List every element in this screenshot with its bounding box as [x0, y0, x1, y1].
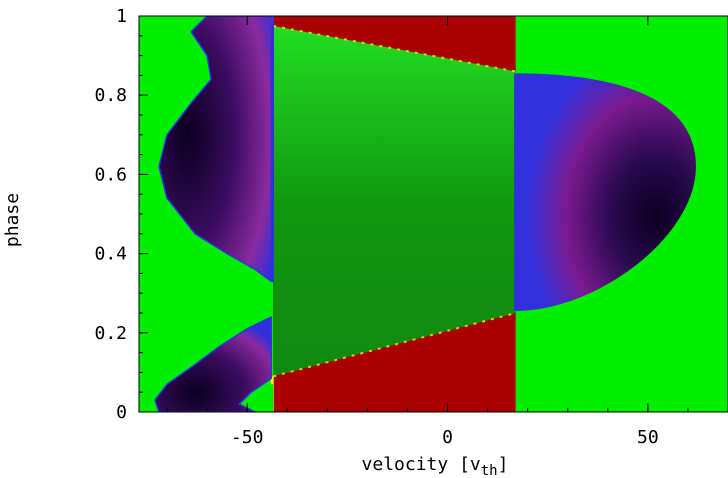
x-tick-label: 50 [637, 427, 659, 448]
x-tick-label: -50 [231, 427, 264, 448]
lower-boundary-line [272, 312, 516, 378]
plot-area [139, 16, 728, 412]
y-tick-label: 1 [116, 6, 127, 27]
bottom-green-sliver [255, 384, 274, 412]
y-tick-label: 0.4 [94, 244, 127, 265]
y-axis-label: phase [2, 193, 23, 247]
y-tick-label: 0.8 [94, 85, 127, 106]
x-axis-label-subscript: th [481, 463, 498, 478]
x-axis-label-close: ] [498, 454, 509, 475]
axes: -50 0 50 0 0.2 0.4 0.6 0.8 1 [94, 6, 728, 448]
right-lobe [515, 73, 696, 312]
y-tick-label: 0.6 [94, 164, 127, 185]
left-lower-lobe [154, 316, 272, 412]
y-tick-label: 0 [116, 402, 127, 423]
y-tick-label: 0.2 [94, 323, 127, 344]
x-tick-label: 0 [442, 427, 453, 448]
x-axis-label: velocity [vth] [362, 454, 509, 478]
central-green-region [273, 25, 516, 377]
